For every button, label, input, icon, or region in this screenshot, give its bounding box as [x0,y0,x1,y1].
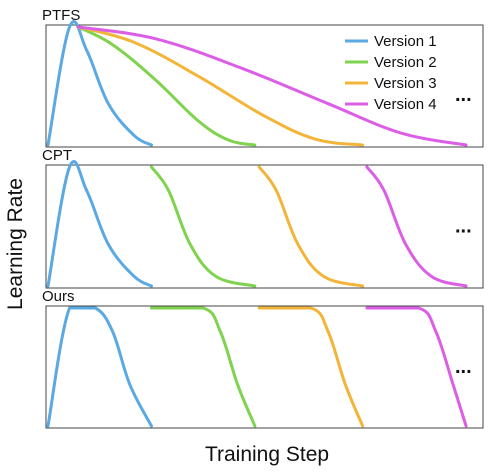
panel-frame [45,164,484,289]
panel-cpt: CPT... [42,147,484,289]
legend-entry: Version 1 [374,33,437,50]
panel-frame [45,24,484,148]
panel-title: CPT [42,147,72,164]
panel-ptfs: PTFS... [42,7,484,148]
series-line-version-4 [365,165,468,288]
legend-entry: Version 4 [374,96,437,113]
y-axis-label: Learning Rate [4,178,27,310]
series-line-version-1 [46,160,153,288]
ellipsis-marker: ... [455,84,472,106]
panel-title: Ours [42,288,75,305]
series-line-version-2 [149,306,257,428]
series-line-version-2 [149,165,257,288]
series-line-version-1 [46,306,153,428]
legend: Version 1 Version 2 Version 3 Version 4 [345,33,437,113]
series-line-version-1 [46,20,153,147]
panel-title: PTFS [42,7,80,24]
series-line-version-4 [76,25,468,147]
ellipsis-marker: ... [455,216,472,238]
series-line-version-2 [76,25,257,147]
series-line-version-3 [257,165,365,288]
series-line-version-3 [76,25,365,147]
legend-entry: Version 2 [374,54,437,71]
panel-ours: Ours... [42,288,484,429]
series-line-version-4 [365,306,468,428]
panels-group: PTFS...CPT...Ours... [42,7,484,429]
series-line-version-3 [257,306,365,428]
ellipsis-marker: ... [455,356,472,378]
x-axis-label: Training Step [205,443,329,466]
panel-frame [45,305,484,429]
legend-entry: Version 3 [374,75,437,92]
